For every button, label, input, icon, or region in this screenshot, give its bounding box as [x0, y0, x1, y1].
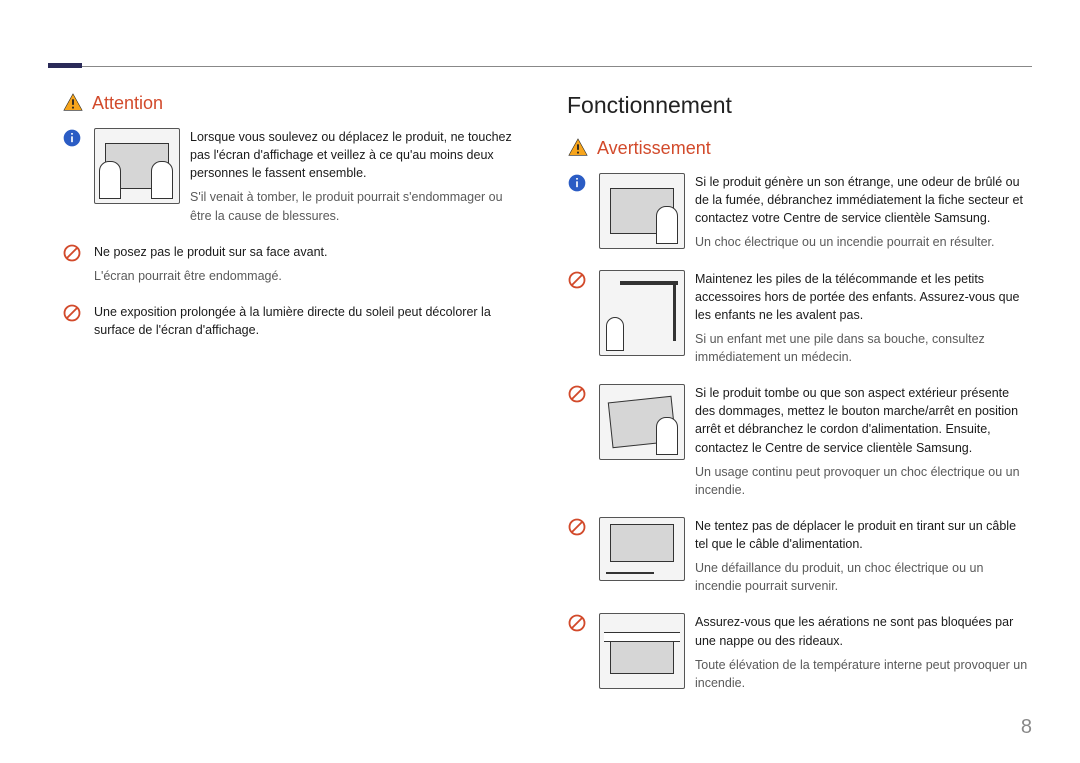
prohibit-icon [567, 270, 589, 292]
page-number: 8 [1021, 716, 1032, 739]
prohibit-icon [567, 384, 589, 406]
safety-item: Si le produit génère un son étrange, une… [567, 173, 1032, 252]
header-accent-bar [48, 63, 82, 68]
warning-triangle-icon [62, 92, 84, 114]
attention-heading: Attention [62, 92, 527, 114]
prohibit-icon [62, 243, 84, 265]
safety-text-sub: Un usage continu peut provoquer un choc … [695, 463, 1032, 499]
illustration-dropped-cracked [599, 384, 685, 460]
safety-text-sub: Toute élévation de la température intern… [695, 656, 1032, 692]
right-column: Fonctionnement Avertissement [567, 92, 1032, 710]
safety-text-sub: S'il venait à tomber, le produit pourrai… [190, 188, 527, 224]
safety-text-main: Si le produit tombe ou que son aspect ex… [695, 384, 1032, 457]
prohibit-icon [567, 517, 589, 539]
illustration-blocked-vents [599, 613, 685, 689]
safety-item: Maintenez les piles de la télécommande e… [567, 270, 1032, 367]
safety-item: Une exposition prolongée à la lumière di… [62, 303, 527, 345]
safety-text-main: Ne tentez pas de déplacer le produit en … [695, 517, 1032, 553]
safety-text-main: Si le produit génère un son étrange, une… [695, 173, 1032, 227]
safety-text-sub: Si un enfant met une pile dans sa bouche… [695, 330, 1032, 366]
safety-item: Lorsque vous soulevez ou déplacez le pro… [62, 128, 527, 225]
info-icon [567, 173, 589, 195]
section-title: Fonctionnement [567, 92, 1032, 119]
prohibit-icon [567, 613, 589, 635]
safety-text-main: Assurez-vous que les aérations ne sont p… [695, 613, 1032, 649]
warning-triangle-icon [567, 137, 589, 159]
attention-heading-text: Attention [92, 93, 163, 114]
safety-text-sub: Un choc électrique ou un incendie pourra… [695, 233, 1032, 251]
prohibit-icon [62, 303, 84, 325]
header-rule [48, 66, 1032, 67]
safety-item: Ne posez pas le produit sur sa face avan… [62, 243, 527, 285]
illustration-smoke-smell [599, 173, 685, 249]
safety-item: Ne tentez pas de déplacer le produit en … [567, 517, 1032, 596]
safety-item: Assurez-vous que les aérations ne sont p… [567, 613, 1032, 692]
safety-text-main: Une exposition prolongée à la lumière di… [94, 303, 527, 339]
safety-text-main: Lorsque vous soulevez ou déplacez le pro… [190, 128, 527, 182]
safety-text-main: Ne posez pas le produit sur sa face avan… [94, 243, 527, 261]
avertissement-heading-text: Avertissement [597, 138, 711, 159]
safety-text-main: Maintenez les piles de la télécommande e… [695, 270, 1032, 324]
illustration-pull-cable [599, 517, 685, 581]
avertissement-heading: Avertissement [567, 137, 1032, 159]
safety-item: Si le produit tombe ou que son aspect ex… [567, 384, 1032, 499]
left-column: Attention Lorsque vous soulevez ou dépla… [62, 92, 527, 710]
info-icon [62, 128, 84, 150]
safety-text-sub: Une défaillance du produit, un choc élec… [695, 559, 1032, 595]
illustration-two-people-carry [94, 128, 180, 204]
safety-text-sub: L'écran pourrait être endommagé. [94, 267, 527, 285]
illustration-child-battery [599, 270, 685, 356]
